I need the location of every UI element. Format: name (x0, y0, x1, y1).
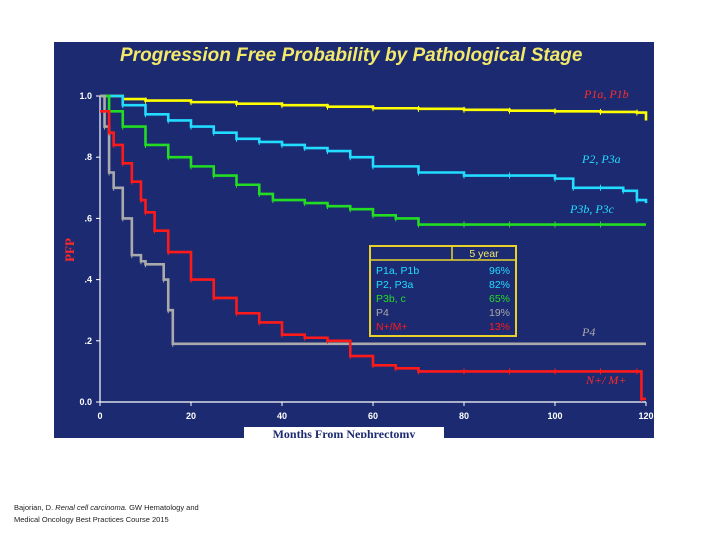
x-tick-label-0: 0 (97, 411, 102, 421)
x-ticks: 0 20 40 60 80 100 120 (97, 402, 654, 421)
series-label-p3: P3b, P3c (569, 202, 615, 216)
y-tick-label-1: .2 (84, 336, 92, 346)
legend-row-name-0: P1a, P1b (376, 265, 419, 277)
legend-header: 5 year (469, 248, 499, 260)
citation-rest: GW Hematology and (129, 503, 199, 512)
legend-row-value-4: 13% (489, 321, 510, 333)
legend-row-name-1: P2, P3a (376, 279, 414, 291)
chart-title: Progression Free Probability by Patholog… (120, 45, 583, 66)
series-line-4 (100, 110, 646, 401)
legend-row-name-2: P3b, c (376, 293, 406, 305)
x-tick-label-6: 120 (638, 411, 653, 421)
legend-row-value-1: 82% (489, 279, 510, 291)
x-tick-label-1: 20 (186, 411, 196, 421)
citation-work: Renal cell carcinoma. (55, 503, 127, 512)
x-tick-label-5: 100 (547, 411, 562, 421)
y-tick-label-5: 1.0 (79, 91, 92, 101)
legend-row-value-0: 96% (489, 265, 510, 277)
chart-svg: Progression Free Probability by Patholog… (62, 45, 654, 438)
legend-row-name-4: N+/M+ (376, 321, 408, 333)
y-tick-label-0: 0.0 (79, 397, 92, 407)
citation-line2: Medical Oncology Best Practices Course 2… (14, 515, 169, 524)
citation-author: Bajorian, D. (14, 503, 54, 512)
y-tick-label-4: .8 (84, 152, 92, 162)
chart-panel: Progression Free Probability by Patholog… (54, 42, 654, 438)
legend-rows: P1a, P1b 96% P2, P3a 82% P3b, c 65% P4 19% N+/M+… (376, 265, 510, 333)
y-ticks: 0.0 .2 .4 .6 .8 1.0 (79, 91, 100, 407)
x-tick-label-4: 80 (459, 411, 469, 421)
legend-box (369, 245, 517, 337)
x-label-band (244, 427, 444, 438)
series-label-p2: P2, P3a (581, 152, 621, 166)
legend: 5 year P1a, P1b 96% P2, P3a 82% P3b, c 65% P4 1… (369, 245, 517, 337)
x-tick-label-2: 40 (277, 411, 287, 421)
citation: Bajorian, D. Renal cell carcinoma. GW He… (14, 502, 274, 526)
series-line-2 (100, 94, 646, 226)
series-label-p1: P1a, P1b (583, 87, 629, 101)
x-axis-label: Months From Nephrectomy (273, 427, 416, 438)
x-tick-label-3: 60 (368, 411, 378, 421)
series-label-nm: N+/ M+ (585, 373, 627, 387)
legend-row-value-2: 65% (489, 293, 510, 305)
series-label-p4: P4 (581, 325, 595, 339)
y-tick-label-2: .4 (84, 275, 92, 285)
legend-row-name-3: P4 (376, 307, 389, 319)
y-tick-label-3: .6 (84, 213, 92, 223)
y-axis-label: PFP (62, 238, 77, 262)
legend-row-value-3: 19% (489, 307, 510, 319)
series-line-3 (100, 94, 646, 346)
series-layer (100, 94, 648, 402)
